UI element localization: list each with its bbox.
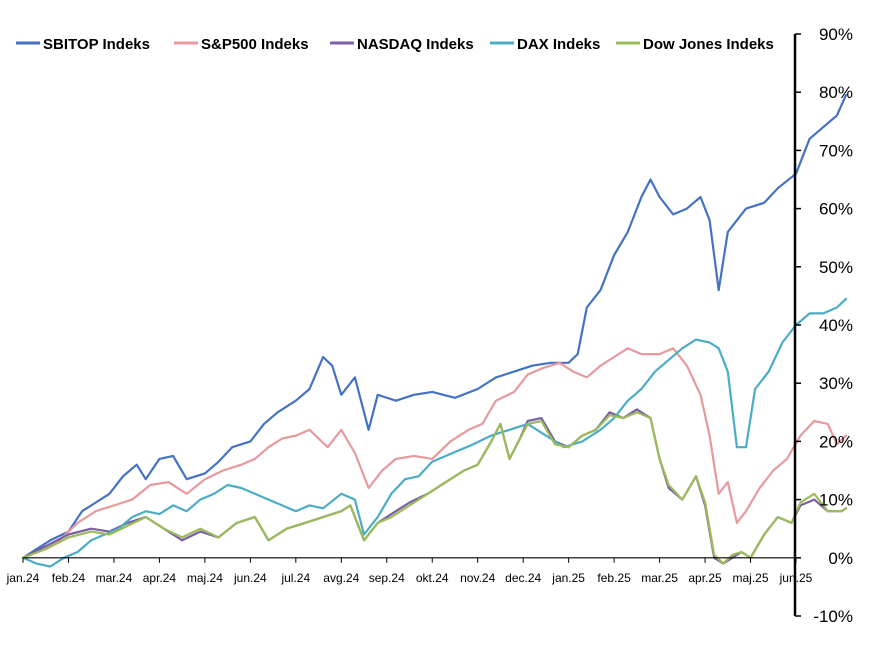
legend-item: SBITOP Indeks [16, 36, 150, 53]
y-tick-label: 80% [819, 83, 853, 102]
y-tick-label: -10% [813, 607, 853, 626]
x-tick-label: dec.24 [505, 571, 541, 585]
x-tick-label: jul.24 [280, 571, 310, 585]
legend-label: SBITOP Indeks [43, 36, 150, 53]
chart-legend: SBITOP Indeks S&P500 Indeks NASDAQ Indeks D… [16, 36, 774, 53]
y-tick-label: 30% [819, 374, 853, 393]
legend-item: Dow Jones Indeks [616, 36, 774, 53]
y-tick-label: 20% [819, 432, 853, 451]
y-tick-label: 60% [819, 200, 853, 219]
x-tick-label: sep.24 [369, 571, 405, 585]
x-tick-label: feb.25 [597, 571, 631, 585]
y-tick-label: 40% [819, 316, 853, 335]
y-tick-label: 10% [819, 491, 853, 510]
y-tick-label: 70% [819, 141, 853, 160]
x-tick-label: maj.25 [733, 571, 769, 585]
legend-label: Dow Jones Indeks [643, 36, 774, 53]
chart-axes: jan.24 feb.24 mar.24 apr.24 maj.24 jun.24 jul.… [6, 25, 853, 626]
x-tick-label: feb.24 [52, 571, 86, 585]
legend-item: S&P500 Indeks [174, 36, 309, 53]
x-tick-label: jun.24 [233, 571, 267, 585]
series-line-2 [21, 408, 848, 565]
x-tick-label: mar.24 [96, 571, 133, 585]
x-tick-label: avg.24 [323, 571, 359, 585]
legend-item: DAX Indeks [490, 36, 600, 53]
series-line-3 [21, 297, 848, 568]
x-tick-label: nov.24 [460, 571, 495, 585]
legend-item: NASDAQ Indeks [330, 36, 474, 53]
legend-label: S&P500 Indeks [201, 36, 309, 53]
x-tick-label: maj.24 [187, 571, 223, 585]
series-line-4 [21, 411, 848, 565]
y-tick-label: 0% [828, 549, 853, 568]
x-tick-label: jan.25 [551, 571, 585, 585]
x-tick-label: apr.24 [143, 571, 177, 585]
series-line-0 [21, 94, 848, 559]
x-tick-label: mar.25 [641, 571, 678, 585]
legend-label: NASDAQ Indeks [357, 36, 474, 53]
legend-label: DAX Indeks [517, 36, 600, 53]
series-line-1 [21, 347, 848, 559]
y-tick-label: 90% [819, 25, 853, 44]
plot-area [21, 94, 848, 568]
x-tick-label: okt.24 [416, 571, 449, 585]
y-tick-label: 50% [819, 258, 853, 277]
x-tick-label: jan.24 [6, 571, 40, 585]
x-tick-label: apr.25 [688, 571, 722, 585]
